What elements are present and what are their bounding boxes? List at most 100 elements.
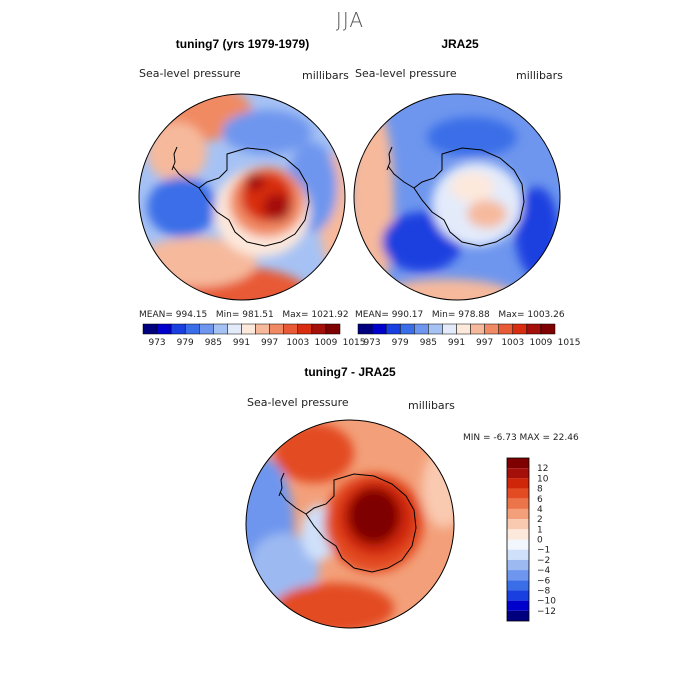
panel2-colorbar-swatch <box>526 323 542 335</box>
panel1-colorbar: 973 979 985 991 997 1003 1009 1015 <box>142 323 366 348</box>
panel1-colorbar-swatch <box>213 323 228 335</box>
panel2-colorbar-tick-label: 973 <box>363 338 380 348</box>
panel1-colorbar-tick-label: 985 <box>205 338 222 348</box>
panel3-title: tuning7 - JRA25 <box>304 365 396 379</box>
panel2-colorbar-swatch <box>357 323 373 335</box>
panel2-south-america-tip <box>386 146 393 171</box>
panel2-colorbar-swatch <box>442 323 457 335</box>
panel3-colorbar-tick-label: −2 <box>537 556 550 566</box>
panel1-colorbar-tick-label: 991 <box>233 338 250 348</box>
panel2-field-label: Sea-level pressure <box>355 67 457 80</box>
panel1-colorbar-tick-label: 1015 <box>343 338 366 348</box>
panel2-mean-value: 990.17 <box>391 310 424 320</box>
panel3-colorbar-swatch <box>507 468 529 479</box>
panel3-colorbar-swatch <box>507 570 529 581</box>
panel1-continent-high-core <box>263 193 291 221</box>
panel1-mean-value: 994.15 <box>175 310 208 320</box>
panel1-field-label: Sea-level pressure <box>139 67 241 80</box>
panel3-antarctica-coastline <box>305 473 417 573</box>
panel2-colorbar-swatch <box>456 323 471 335</box>
panel1-map-border <box>138 93 346 301</box>
panel3-colorbar-swatch <box>507 539 529 550</box>
panel1-colorbar-swatch <box>142 323 158 335</box>
panel3-peninsula-coastline <box>279 491 307 515</box>
panel3-colorbar-tick-label: −10 <box>537 597 556 607</box>
panel2-title: JRA25 <box>441 37 479 51</box>
panel3-colorbar-swatch <box>507 488 529 499</box>
panel1-colorbar-swatch <box>255 323 270 335</box>
panel2-colorbar-tick-label: 997 <box>476 338 493 348</box>
panel2-colorbar-tick-label: 991 <box>448 338 465 348</box>
panel1-peninsula-coastline <box>172 165 200 189</box>
panel2-colorbar-tick-label: 1003 <box>501 338 524 348</box>
panel2-mean-label: MEAN= <box>355 310 389 320</box>
panel1-continent-high-core-2 <box>245 173 265 191</box>
panel2-max-label: Max= <box>498 310 525 320</box>
panel3-colorbar-tick-label: −8 <box>537 586 551 596</box>
panel3-polar-map <box>245 419 455 629</box>
panel3-colorbar-tick-label: 0 <box>537 536 543 546</box>
panel3-field-label: Sea-level pressure <box>247 396 349 409</box>
panel3-colorbar-swatch <box>507 559 529 571</box>
panel2-high-pressure-south <box>377 279 517 300</box>
panel3-colorbar-tick-label: 6 <box>537 495 543 505</box>
panel3-positive-north <box>274 423 354 483</box>
panel1-south-america-tip <box>171 146 178 171</box>
panel2-colorbar-swatch <box>540 323 556 335</box>
panel3-colorbar-tick-label: 1 <box>537 525 543 535</box>
panel3-positive-ne <box>422 448 454 528</box>
panel2-colorbar-swatch <box>385 323 401 335</box>
panel1-low-pressure-west <box>147 177 217 237</box>
panel1-colorbar-tick-label: 979 <box>177 338 194 348</box>
panel3-units-label: millibars <box>408 399 455 412</box>
panel1-colorbar-swatch <box>297 323 313 335</box>
panel1-polar-map <box>138 93 346 301</box>
figure-title: JJA <box>335 8 365 32</box>
panel1-max-value: 1021.92 <box>311 310 349 320</box>
panel1-min-value: 981.51 <box>242 310 274 320</box>
panel3-colorbar-swatch <box>507 580 529 591</box>
panel3-colorbar-tick-label: 10 <box>537 474 549 484</box>
panel3-colorbar-swatch <box>507 529 529 540</box>
panel1-units-label: millibars <box>302 69 349 82</box>
panel3-map-border <box>245 419 455 629</box>
panel1-high-pressure-west <box>147 122 207 182</box>
panel1-colorbar-tick-label: 997 <box>261 338 278 348</box>
panel1-colorbar-tick-label: 973 <box>148 338 165 348</box>
panel1-antarctica-coastline <box>198 147 310 247</box>
panel1-colorbar-swatch <box>269 323 284 335</box>
panel2-continent-high-north <box>450 172 494 202</box>
panel2-colorbar-swatch <box>470 323 485 335</box>
panel2-colorbar-swatch <box>498 323 514 335</box>
panel1-max-label: Max= <box>282 310 309 320</box>
panel2-colorbar-swatch <box>484 323 499 335</box>
panel1-colorbar-swatch <box>170 323 186 335</box>
panel3-colorbar-swatch <box>507 498 529 509</box>
panel2-colorbar-swatch <box>399 323 415 335</box>
panel2-colorbar-swatch <box>371 323 387 335</box>
panel2-colorbar-tick-label: 1015 <box>558 338 581 348</box>
panel3-colorbar-tick-label: −1 <box>537 546 550 556</box>
panel2-map-border <box>353 93 561 301</box>
panel3-south-america-tip <box>278 472 285 497</box>
panel1-colorbar-tick-label: 1003 <box>286 338 309 348</box>
panel3-colorbar-swatch <box>507 590 529 601</box>
panel2-colorbar-tick-label: 979 <box>392 338 409 348</box>
panel1-colorbar-tick-label: 1009 <box>314 338 337 348</box>
panel3-colorbar-tick-label: −12 <box>537 607 556 617</box>
panel2-colorbar-tick-label: 1009 <box>529 338 552 348</box>
panel1-colorbar-swatch <box>184 323 200 335</box>
panel3-colorbar-tick-label: −4 <box>537 566 551 576</box>
panel3-colorbar-tick-label: 12 <box>537 464 548 474</box>
panel3-colorbar-tick-label: 8 <box>537 485 543 495</box>
panel3-colorbar-tick-label: 2 <box>537 515 543 525</box>
panel3-colorbar-swatch <box>507 610 529 621</box>
panel2-polar-map <box>353 93 561 301</box>
panel1-colorbar-swatch <box>311 323 327 335</box>
panel2-max-value: 1003.26 <box>527 310 565 320</box>
panel2-units-label: millibars <box>516 69 563 82</box>
panel2-colorbar-swatch <box>428 323 443 335</box>
panel1-colorbar-swatch <box>156 323 172 335</box>
panel3-colorbar-swatch <box>507 549 529 560</box>
panel3-colorbar-swatch <box>507 478 529 489</box>
